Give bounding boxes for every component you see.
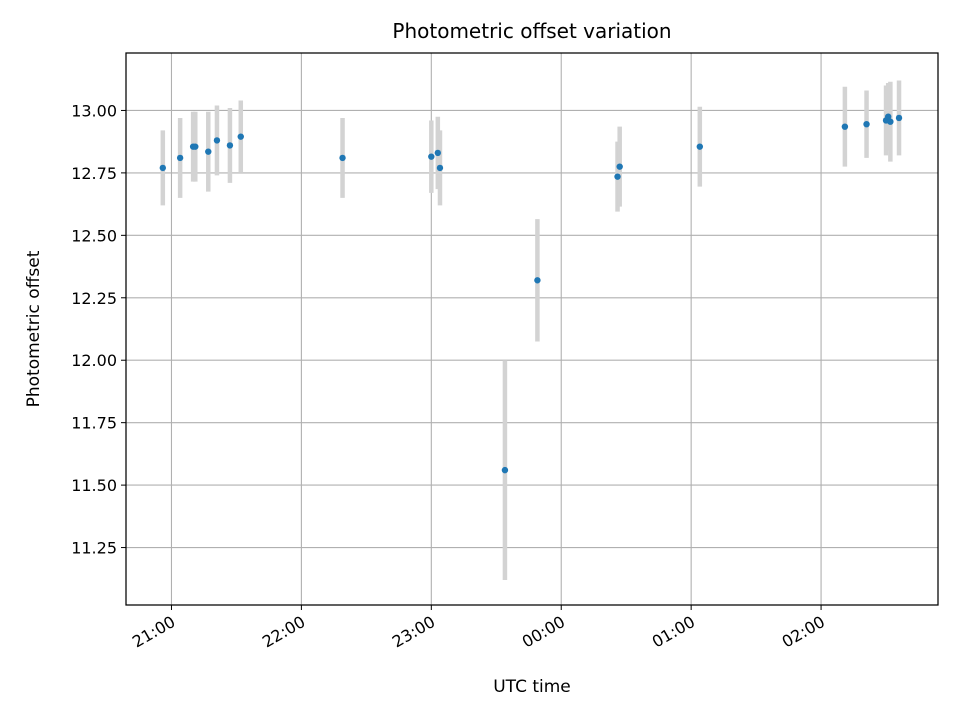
y-tick-label: 13.00 xyxy=(71,101,117,120)
data-point xyxy=(887,118,894,125)
data-point xyxy=(501,466,509,474)
data-point xyxy=(696,143,704,150)
chart-title: Photometric offset variation xyxy=(392,19,671,43)
y-axis-ticks: 11.25 11.50 11.75 12.00 12.25 12.50 12.75 13.00 xyxy=(71,101,126,558)
data-point xyxy=(237,133,244,140)
y-tick-label: 12.50 xyxy=(71,226,117,245)
data-point xyxy=(436,164,444,172)
data-point xyxy=(841,123,849,130)
data-point xyxy=(213,137,221,144)
data-point xyxy=(614,173,621,180)
data-point xyxy=(863,120,870,128)
data-point xyxy=(434,149,442,157)
data-point xyxy=(339,154,346,162)
data-point xyxy=(176,154,184,162)
data-point xyxy=(226,142,234,149)
y-tick-label: 12.25 xyxy=(71,289,117,308)
data-point xyxy=(428,153,435,160)
y-tick-label: 11.50 xyxy=(71,476,117,495)
data-point xyxy=(534,277,541,284)
data-point xyxy=(159,164,167,172)
x-axis-label: UTC time xyxy=(493,677,571,697)
y-tick-label: 11.25 xyxy=(71,539,117,558)
data-point xyxy=(192,143,199,150)
data-point xyxy=(616,163,623,170)
plot-area-frame xyxy=(125,52,939,606)
y-tick-label: 11.75 xyxy=(71,414,117,433)
y-tick-label: 12.75 xyxy=(71,164,117,183)
marker-layer xyxy=(159,113,903,474)
data-point xyxy=(205,148,212,155)
y-tick-label: 12.00 xyxy=(71,351,117,370)
y-axis-label: Photometric offset xyxy=(24,250,44,407)
data-point xyxy=(895,114,903,122)
data-point xyxy=(884,113,892,120)
